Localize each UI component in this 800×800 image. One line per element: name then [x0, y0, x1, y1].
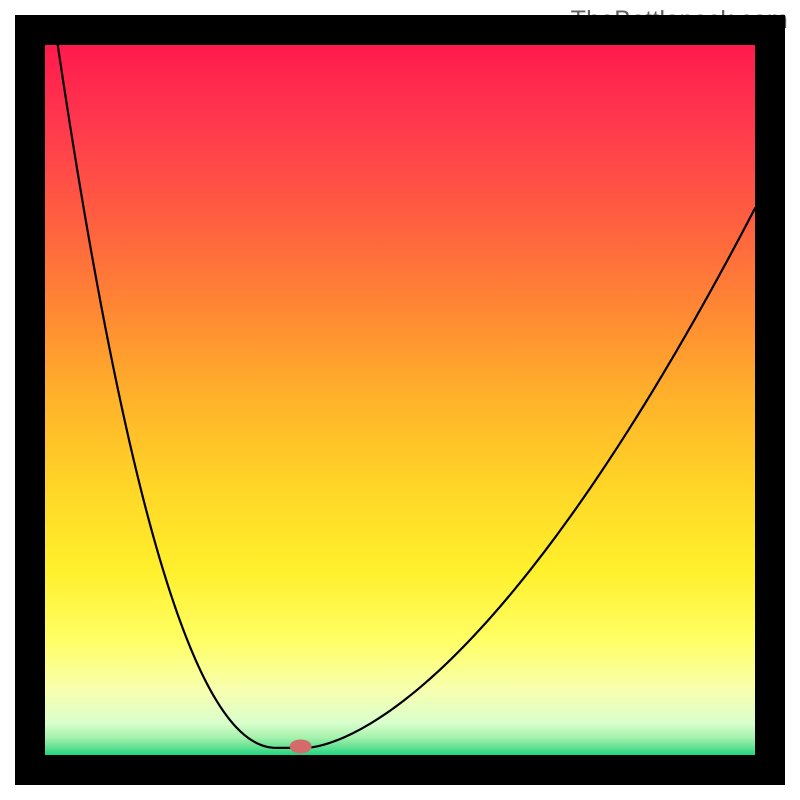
gradient-fill	[45, 45, 755, 755]
min-marker	[290, 739, 312, 753]
bottleneck-chart	[0, 0, 800, 800]
chart-container: TheBottleneck.com	[0, 0, 800, 800]
